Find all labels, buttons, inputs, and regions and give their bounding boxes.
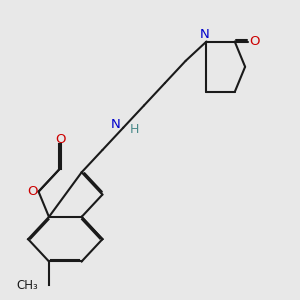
Text: CH₃: CH₃ bbox=[17, 279, 38, 292]
Text: H: H bbox=[130, 123, 139, 136]
Text: O: O bbox=[249, 35, 260, 48]
Text: N: N bbox=[200, 28, 210, 41]
Text: O: O bbox=[56, 133, 66, 146]
Text: O: O bbox=[27, 185, 38, 198]
Text: N: N bbox=[110, 118, 120, 131]
